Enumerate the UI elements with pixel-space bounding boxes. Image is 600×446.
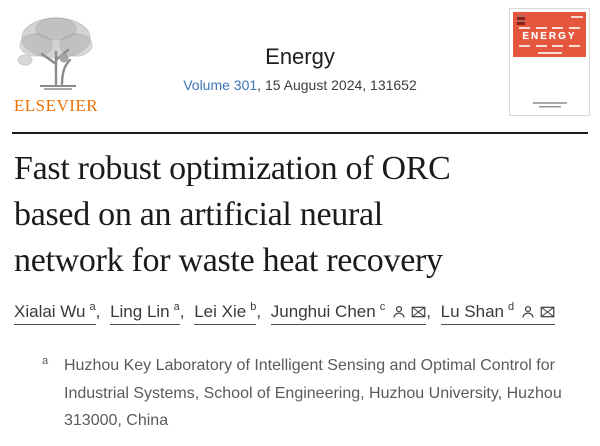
title-line: network for waste heat recovery: [14, 242, 443, 279]
affiliation-item: a Huzhou Key Laboratory of Intelligent S…: [42, 352, 586, 435]
article-header: Fast robust optimization of ORC based on…: [14, 146, 586, 435]
cover-issue-microtext: [571, 16, 583, 18]
author-affiliation-sup: a: [173, 301, 180, 313]
author-name: Xialai Wu: [14, 302, 86, 321]
author-name: Lu Shan: [440, 302, 504, 321]
author-affiliation-sup: c: [379, 301, 386, 313]
journal-header: ELSEVIER Energy Volume 301, 15 August 20…: [0, 0, 600, 133]
author-profile-icon[interactable]: [521, 305, 535, 319]
author-link-corresponding[interactable]: Lu Shan d: [440, 301, 556, 325]
author-separator: ,: [256, 302, 266, 321]
journal-title-link[interactable]: Energy: [265, 44, 335, 69]
author-separator: ,: [426, 302, 436, 321]
author-link[interactable]: Lei Xie b: [194, 301, 257, 325]
affiliation-text: Huzhou Key Laboratory of Intelligent Sen…: [64, 357, 562, 429]
author-affiliation-sup: b: [250, 301, 257, 313]
cover-microtext-row: [519, 27, 580, 29]
author-affiliation-sup: d: [508, 301, 515, 313]
citation-rest: , 15 August 2024, 131652: [257, 77, 417, 93]
author-link[interactable]: Xialai Wu a: [14, 301, 96, 325]
elsevier-tree-icon: [17, 17, 93, 90]
author-name: Ling Lin: [110, 302, 170, 321]
author-name: Lei Xie: [194, 302, 247, 321]
elsevier-wordmark: ELSEVIER: [13, 96, 99, 115]
cover-microtext-row: [519, 45, 580, 47]
cover-masthead-text: ENERGY: [522, 31, 577, 42]
affiliation-sup: a: [42, 355, 49, 367]
article-title: Fast robust optimization of ORC based on…: [14, 146, 586, 284]
author-list: Xialai Wu a, Ling Lin a, Lei Xie b, Junghui…: [14, 301, 586, 325]
author-link-corresponding[interactable]: Junghui Chen c: [270, 301, 427, 325]
email-envelope-icon[interactable]: [411, 305, 426, 319]
cover-footer-microtext: [510, 102, 589, 108]
header-divider: [12, 132, 588, 134]
cover-publisher-mark-icon: [517, 15, 525, 25]
author-link[interactable]: Ling Lin a: [110, 301, 180, 325]
author-separator: ,: [95, 302, 106, 321]
title-line: based on an artificial neural: [14, 196, 383, 233]
author-separator: ,: [179, 302, 190, 321]
title-line: Fast robust optimization of ORC: [14, 150, 451, 187]
author-name: Junghui Chen: [270, 302, 376, 321]
journal-cover-thumbnail[interactable]: ENERGY: [509, 8, 590, 116]
email-envelope-icon[interactable]: [540, 305, 555, 319]
author-profile-icon[interactable]: [392, 305, 406, 319]
citation-line: Volume 301, 15 August 2024, 131652: [0, 77, 600, 93]
cover-masthead-band: ENERGY: [513, 12, 586, 57]
author-affiliation-sup: a: [89, 301, 96, 313]
elsevier-logo[interactable]: ELSEVIER: [10, 12, 102, 116]
cover-tagline-microtext: [537, 52, 562, 54]
journal-block: Energy Volume 301, 15 August 2024, 13165…: [0, 44, 600, 93]
volume-link[interactable]: Volume 301: [183, 77, 258, 93]
